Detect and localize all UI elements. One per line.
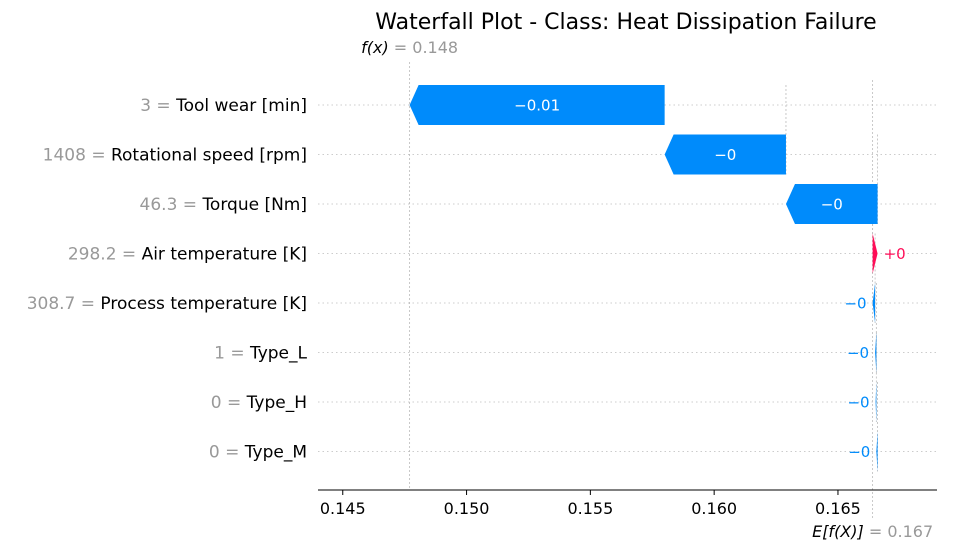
bar-value-label: −0: [714, 146, 736, 164]
waterfall-bar: [872, 283, 876, 323]
annotations: f(x) = 0.148 E[f(X)] = 0.167: [361, 38, 933, 541]
grid-layer: [318, 62, 937, 520]
bar-value-label: −0: [847, 394, 869, 412]
bars-layer: −0.01 −0 −0 +0 −0 −0 −0 −0: [409, 85, 906, 472]
feature-value: 1408 =: [43, 146, 111, 166]
waterfall-bar: [875, 332, 877, 373]
fx-value: = 0.148: [389, 38, 458, 57]
waterfall-bar: [872, 233, 878, 274]
bar-value-label: −0: [847, 344, 869, 362]
feature-label: 46.3 = Torque [Nm]: [140, 195, 307, 215]
feature-value: 0 =: [211, 393, 247, 413]
feature-name: Torque [Nm]: [201, 195, 307, 215]
waterfall-bar: [785, 184, 878, 224]
feature-label: 0 = Type_H: [211, 393, 307, 413]
bar-value-label: +0: [884, 245, 906, 263]
bar-value-label: −0: [848, 443, 870, 461]
chart-title: Waterfall Plot - Class: Heat Dissipation…: [375, 10, 876, 35]
feature-value: 1 =: [214, 344, 250, 364]
fx-annotation: f(x) = 0.148: [361, 38, 458, 57]
waterfall-bar: [875, 382, 877, 422]
feature-value: 298.2 =: [68, 245, 142, 265]
efx-label: E[f(X)]: [812, 522, 864, 541]
feature-name: Type_L: [249, 344, 308, 364]
waterfall-bar: [409, 85, 665, 125]
feature-name: Tool wear [min]: [175, 96, 307, 116]
x-tick-label: 0.155: [567, 499, 613, 518]
feature-name: Type_H: [246, 393, 307, 413]
fx-label: f(x): [361, 38, 389, 57]
feature-name: Type_M: [244, 443, 307, 463]
efx-value: = 0.167: [864, 522, 933, 541]
x-tick-label: 0.150: [444, 499, 490, 518]
x-tick-label: 0.165: [815, 499, 861, 518]
feature-labels: 3 = Tool wear [min] 1408 = Rotational spe…: [27, 96, 308, 463]
feature-label: 308.7 = Process temperature [K]: [27, 294, 307, 314]
feature-label: 3 = Tool wear [min]: [140, 96, 307, 116]
feature-label: 298.2 = Air temperature [K]: [68, 245, 307, 265]
bar-value-label: −0: [821, 196, 843, 214]
x-tick-label: 0.160: [691, 499, 737, 518]
waterfall-bar: [664, 134, 786, 175]
feature-label: 0 = Type_M: [209, 443, 307, 463]
x-tick-label: 0.145: [320, 499, 366, 518]
feature-label: 1408 = Rotational speed [rpm]: [43, 146, 307, 166]
efx-annotation: E[f(X)] = 0.167: [812, 522, 933, 541]
feature-name: Rotational speed [rpm]: [111, 146, 307, 166]
feature-name: Air temperature [K]: [142, 245, 307, 265]
feature-value: 0 =: [209, 443, 245, 463]
feature-value: 308.7 =: [27, 294, 101, 314]
bar-value-label: −0: [844, 295, 866, 313]
feature-value: 46.3 =: [140, 195, 203, 215]
x-axis: 0.145 0.150 0.155 0.160 0.165: [318, 489, 937, 518]
waterfall-bar: [876, 431, 878, 472]
feature-value: 3 =: [140, 96, 176, 116]
feature-name: Process temperature [K]: [100, 294, 307, 314]
feature-label: 1 = Type_L: [214, 344, 307, 364]
bar-value-label: −0.01: [514, 97, 560, 115]
